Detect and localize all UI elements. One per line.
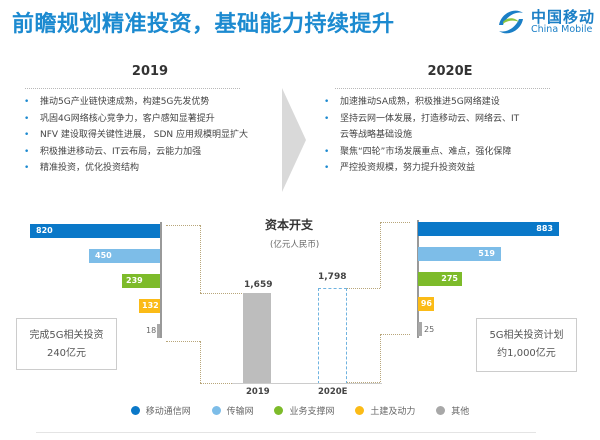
- list-item: 严控投资规模，努力提升投资效益: [318, 160, 598, 177]
- logo-text-en: China Mobile: [531, 24, 593, 35]
- china-mobile-logo: 中国移动 China Mobile: [495, 4, 595, 40]
- legend-item: 其他: [436, 404, 469, 417]
- right-5g-note: 5G相关投资计划 约1,000亿元: [476, 318, 577, 372]
- legend-item: 土建及动力: [355, 404, 415, 417]
- list-item: 聚焦“四轮”市场发展重点、难点，强化保障: [318, 144, 598, 161]
- legend-label: 土建及动力: [370, 407, 416, 417]
- list-item: 精准投资，优化投资结构: [18, 160, 288, 177]
- bar-2020e-mobile: 883: [418, 222, 559, 236]
- legend-dot-icon: [130, 406, 140, 415]
- legend-dot-icon: [355, 406, 365, 415]
- arrow-right-icon: [282, 88, 306, 192]
- left-heading: 2019: [131, 64, 169, 79]
- connector: [200, 383, 242, 384]
- list-item: 推动5G产业链快速成熟，构建5G先发优势: [18, 94, 288, 111]
- bar-2019-support: 239: [122, 274, 160, 288]
- connector: [200, 293, 242, 294]
- list-item: 巩固4G网络核心竞争力，客户感知显著提升: [18, 111, 288, 128]
- total-2019-label: 1,659: [244, 280, 273, 290]
- list-item-continuation: 云等战略基础设施: [340, 130, 413, 140]
- bar-2019-other-label: 18: [146, 326, 157, 335]
- legend-item: 传输网: [211, 404, 254, 417]
- left-divider: [25, 88, 240, 89]
- chart-title: 资本开支: [265, 218, 314, 232]
- left-5g-note: 完成5G相关投资 240亿元: [16, 318, 117, 370]
- legend-item: 移动通信网: [130, 404, 191, 417]
- connector: [347, 382, 380, 383]
- left-breakdown-axis: [160, 222, 162, 338]
- right-5g-note-line2: 约1,000亿元: [497, 348, 556, 359]
- bar-2019-other: [157, 324, 160, 338]
- list-item: NFV 建设取得关键性进展， SDN 应用规模明显扩大: [18, 127, 288, 144]
- list-item: 坚持云网一体发展，打造移动云、网络云、IT: [318, 111, 598, 128]
- bar-2020e-other: [418, 322, 422, 336]
- legend-dot-icon: [211, 406, 221, 415]
- footer-divider: [36, 432, 536, 433]
- bar-2019-transport: 450: [89, 249, 160, 263]
- connector: [380, 222, 410, 223]
- right-bullet-list: 加速推动SA成熟，积极推进5G网络建设 坚持云网一体发展，打造移动云、网络云、I…: [318, 94, 598, 177]
- bar-2020e-other-label: 25: [424, 325, 435, 334]
- bar-2019-mobile: 820: [30, 224, 160, 238]
- legend-label: 其他: [451, 407, 470, 417]
- x-label-2019: 2019: [246, 387, 270, 397]
- bar-2020e-support: 275: [418, 272, 462, 286]
- connector: [380, 334, 410, 335]
- left-5g-note-line1: 完成5G相关投资: [29, 330, 104, 341]
- legend-label: 业务支撑网: [289, 407, 335, 417]
- left-5g-note-line2: 240亿元: [46, 348, 87, 359]
- bar-2020e-transport: 519: [418, 247, 501, 261]
- chart-subtitle: (亿元人民币): [270, 240, 320, 250]
- legend-label: 传输网: [226, 407, 254, 417]
- list-item: 加速推动SA成熟，积极推进5G网络建设: [318, 94, 598, 111]
- left-bullet-list: 推动5G产业链快速成熟，构建5G先发优势 巩固4G网络核心竞争力，客户感知显著提…: [18, 94, 288, 177]
- legend-dot-icon: [436, 406, 446, 415]
- logo-text-cn: 中国移动: [531, 8, 596, 26]
- connector: [380, 334, 382, 382]
- right-heading: 2020E: [427, 64, 473, 79]
- bar-total-2019: [243, 293, 271, 383]
- chart-legend: 移动通信网 传输网 业务支撑网 土建及动力 其他: [0, 404, 600, 417]
- connector: [200, 341, 202, 383]
- connector: [347, 288, 380, 289]
- total-2020e-label: 1,798: [318, 272, 347, 282]
- bar-2020e-civil: 96: [418, 297, 434, 311]
- page-title: 前瞻规划精准投资，基础能力持续提升: [12, 12, 395, 37]
- legend-item: 业务支撑网: [274, 404, 335, 417]
- connector: [166, 225, 200, 226]
- x-axis: [232, 383, 382, 384]
- legend-dot-icon: [274, 406, 284, 415]
- list-item: 积极推进移动云、IT云布局，云能力加强: [18, 144, 288, 161]
- connector: [200, 225, 202, 293]
- bar-2019-civil: 132: [139, 299, 160, 313]
- china-mobile-logo-icon: [499, 10, 523, 34]
- connector: [380, 222, 382, 288]
- connector: [166, 341, 200, 342]
- bar-total-2020e: [318, 288, 347, 384]
- right-5g-note-line1: 5G相关投资计划: [489, 330, 564, 341]
- x-label-2020e: 2020E: [318, 387, 348, 397]
- right-divider: [335, 88, 550, 89]
- legend-label: 移动通信网: [145, 407, 191, 417]
